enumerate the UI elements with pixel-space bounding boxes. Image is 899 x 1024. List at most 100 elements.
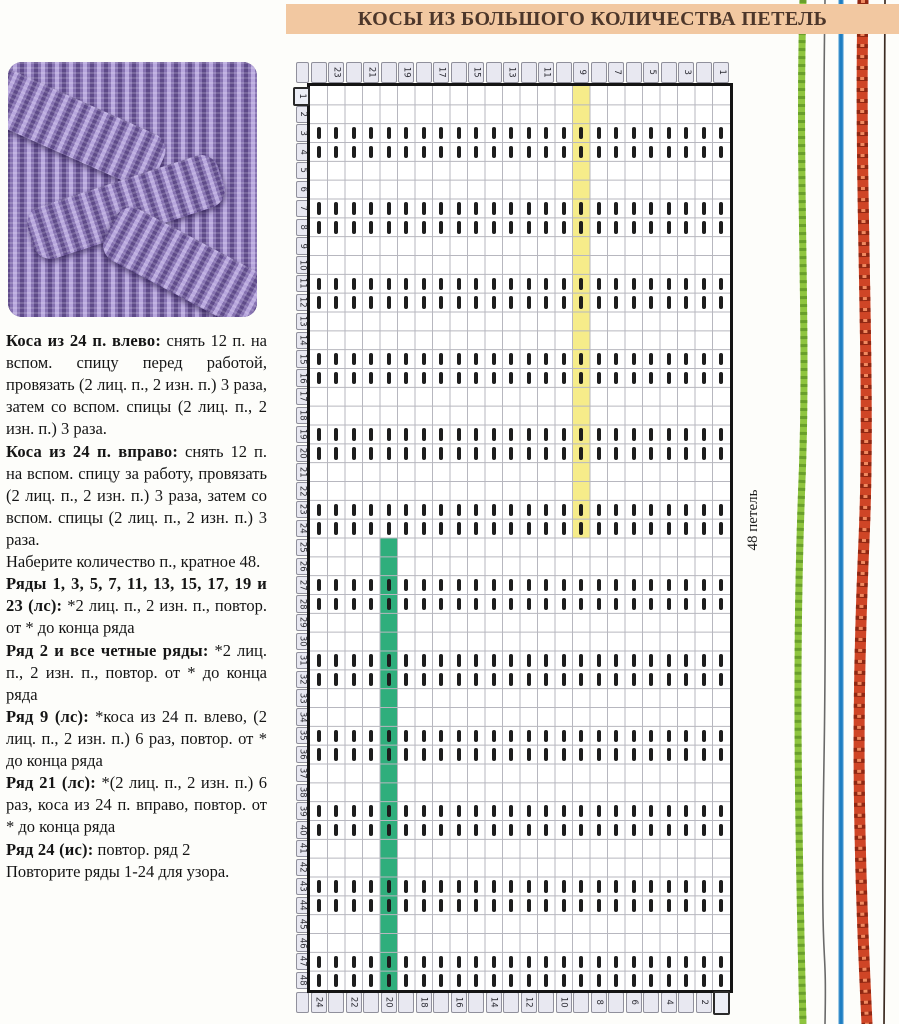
knit-stitch-symbol xyxy=(631,522,636,535)
knit-stitch-symbol xyxy=(526,145,531,159)
col-label-top xyxy=(520,62,537,83)
knit-stitch-symbol xyxy=(544,522,549,535)
knit-stitch-symbol xyxy=(404,221,409,234)
knit-stitch-symbol xyxy=(316,955,321,968)
knit-stitch-symbol xyxy=(386,955,391,968)
knit-stitch-symbol xyxy=(526,296,531,309)
knit-stitch-symbol xyxy=(631,748,636,761)
label-number: 2 xyxy=(297,111,308,117)
knit-stitch-symbol xyxy=(474,296,479,309)
knit-stitch-symbol xyxy=(701,578,706,592)
knit-stitch-symbol xyxy=(386,503,391,516)
knit-stitch-symbol xyxy=(631,880,636,893)
knit-stitch-symbol xyxy=(544,974,549,987)
knit-stitch-symbol xyxy=(684,823,689,837)
knit-stitch-symbol xyxy=(474,597,479,611)
knit-stitch-symbol xyxy=(526,221,531,234)
knit-stitch-symbol xyxy=(631,578,636,592)
knit-stitch-symbol xyxy=(456,352,461,366)
knit-stitch-symbol xyxy=(719,277,724,290)
knit-stitch-symbol xyxy=(509,522,514,535)
knit-stitch-symbol xyxy=(544,447,549,460)
yarn-thread-red-highlight xyxy=(857,0,869,1024)
col-label-bottom: 4 xyxy=(660,992,677,1013)
knit-stitch-symbol xyxy=(631,277,636,290)
label-number: 8 xyxy=(297,224,308,230)
label-number: 31 xyxy=(297,654,308,666)
knit-stitch-symbol xyxy=(684,503,689,516)
knit-stitch-symbol xyxy=(421,371,426,385)
knit-stitch-symbol xyxy=(474,578,479,592)
label-number: 3 xyxy=(681,69,692,76)
knit-stitch-symbol xyxy=(316,503,321,516)
knit-stitch-symbol xyxy=(474,503,479,516)
knit-stitch-symbol xyxy=(316,578,321,592)
knit-stitch-symbol xyxy=(701,880,706,893)
knit-stitch-symbol xyxy=(421,899,426,912)
knit-stitch-symbol xyxy=(649,447,654,460)
knit-stitch-symbol xyxy=(316,221,321,234)
knit-stitch-symbol xyxy=(386,673,391,686)
knit-stitch-symbol xyxy=(614,823,619,837)
instructions: Коса из 24 п. влево: снять 12 п. на вспо… xyxy=(6,330,267,883)
knit-stitch-symbol xyxy=(701,899,706,912)
knit-stitch-symbol xyxy=(649,503,654,516)
knit-stitch-symbol xyxy=(474,145,479,159)
knit-stitch-symbol xyxy=(701,654,706,667)
knit-stitch-symbol xyxy=(666,804,671,818)
knit-stitch-symbol xyxy=(509,804,514,818)
knit-stitch-symbol xyxy=(666,597,671,611)
knit-stitch-symbol xyxy=(614,126,619,140)
label-number: 22 xyxy=(348,997,359,1008)
knit-stitch-symbol xyxy=(526,447,531,460)
knit-stitch-symbol xyxy=(316,447,321,460)
knit-stitch-symbol xyxy=(579,597,584,611)
col-label-bottom xyxy=(573,992,590,1013)
knit-stitch-symbol xyxy=(544,578,549,592)
knit-stitch-symbol xyxy=(386,654,391,667)
knit-stitch-symbol xyxy=(474,673,479,686)
knit-stitch-symbol xyxy=(561,126,566,140)
knit-stitch-symbol xyxy=(596,804,601,818)
knit-stitch-symbol xyxy=(684,955,689,968)
knit-stitch-symbol xyxy=(386,974,391,987)
row-label-left: 1 xyxy=(293,86,310,107)
knit-stitch-symbol xyxy=(369,428,374,441)
col-label-top xyxy=(590,62,607,83)
label-number: 29 xyxy=(297,617,308,629)
knit-stitch-symbol xyxy=(631,654,636,667)
label-number: 7 xyxy=(611,69,622,76)
knit-stitch-symbol xyxy=(526,503,531,516)
knit-stitch-symbol xyxy=(456,955,461,968)
knit-stitch-symbol xyxy=(421,654,426,667)
knit-stitch-symbol xyxy=(316,880,321,893)
col-label-bottom xyxy=(503,992,520,1013)
knit-stitch-symbol xyxy=(404,955,409,968)
knit-stitch-symbol xyxy=(526,804,531,818)
knit-stitch-symbol xyxy=(351,654,356,667)
knit-stitch-symbol xyxy=(579,673,584,686)
label-number: 1 xyxy=(716,69,727,76)
knit-stitch-symbol xyxy=(421,145,426,159)
knit-stitch-symbol xyxy=(631,296,636,309)
knit-stitch-symbol xyxy=(579,823,584,837)
knit-stitch-symbol xyxy=(596,597,601,611)
knit-stitch-symbol xyxy=(649,352,654,366)
knit-stitch-symbol xyxy=(649,371,654,385)
col-label-top: 13 xyxy=(503,62,520,83)
col-label-top: 21 xyxy=(363,62,380,83)
knit-stitch-symbol xyxy=(386,277,391,290)
knit-stitch-symbol xyxy=(369,729,374,742)
knit-stitch-symbol xyxy=(666,447,671,460)
knit-stitch-symbol xyxy=(351,221,356,234)
knit-stitch-symbol xyxy=(561,955,566,968)
instruction-paragraph: Ряд 9 (лс): *коса из 24 п. влево, (2 лиц… xyxy=(6,706,267,771)
knit-stitch-symbol xyxy=(386,729,391,742)
knit-stitch-symbol xyxy=(456,428,461,441)
knit-stitch-symbol xyxy=(561,597,566,611)
col-label-top xyxy=(625,62,642,83)
knit-stitch-symbol xyxy=(631,804,636,818)
instruction-paragraph: Ряд 24 (ис): повтор. ряд 2 xyxy=(6,839,191,859)
knit-stitch-symbol xyxy=(561,371,566,385)
knit-stitch-symbol xyxy=(386,880,391,893)
